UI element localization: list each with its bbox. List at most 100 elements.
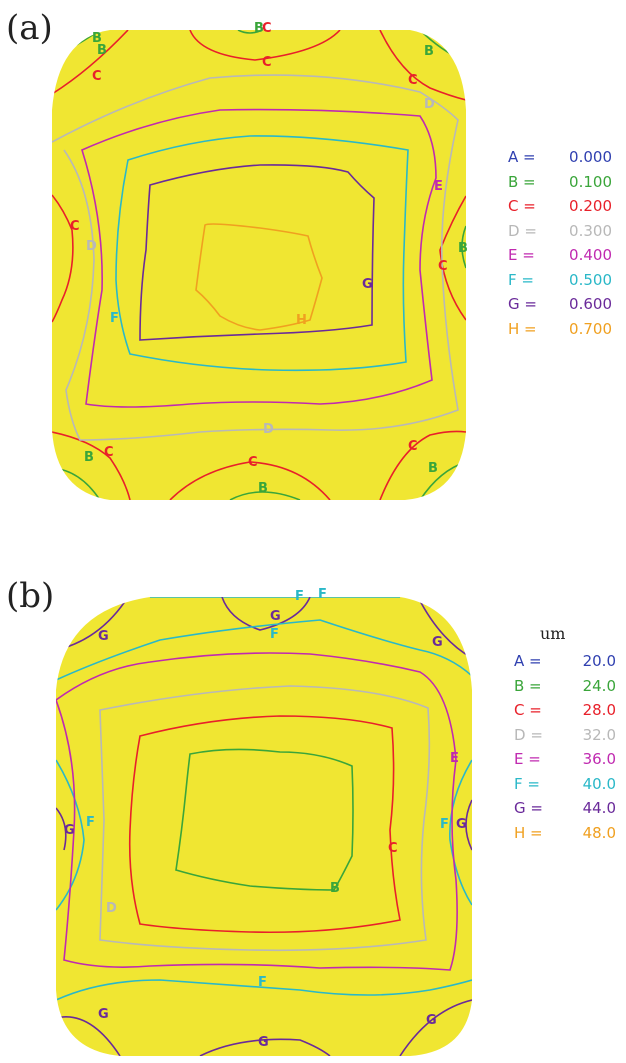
contour-g-b-bl: [56, 1016, 121, 1056]
contour-label-f: F: [86, 815, 95, 830]
contour-label-b: B: [458, 241, 468, 256]
legend-row-h: H = 0.700: [508, 320, 612, 345]
legend-row-d: D = 32.0: [514, 726, 616, 751]
contour-c-a-bottom: [169, 461, 331, 500]
contour-label-f: F: [258, 975, 267, 990]
legend-value: 48.0: [582, 823, 616, 842]
contour-label-g: G: [98, 1007, 109, 1022]
contour-map-a: B B B C B C C C D E C D C B G H F D C C …: [52, 21, 468, 500]
contour-g-b-top: [221, 597, 311, 631]
contour-label-f: F: [110, 311, 119, 326]
legend-value: 24.0: [582, 676, 616, 695]
domain-fill-b: [56, 597, 472, 1056]
contour-h-a: [195, 223, 323, 331]
contour-label-d: D: [106, 901, 117, 916]
legend-value: 0.200: [569, 197, 612, 215]
legend-row-a: A = 0.000: [508, 148, 612, 173]
legend-key: B =: [514, 676, 542, 695]
contour-label-b: B: [84, 450, 94, 465]
legend-value: 28.0: [582, 701, 616, 719]
contour-g-b-bottom: [199, 1038, 331, 1056]
legend-row-c: C = 0.200: [508, 197, 612, 222]
contour-b-a-bottom: [229, 491, 301, 500]
contour-label-b: B: [254, 21, 264, 36]
legend-key: D =: [508, 221, 537, 240]
contour-label-g: G: [426, 1013, 437, 1028]
contour-label-c: C: [438, 259, 448, 274]
contour-label-f: F: [440, 817, 449, 832]
contour-label-b: B: [258, 481, 268, 496]
legend-value: 40.0: [582, 774, 616, 793]
legend-key: D =: [514, 725, 543, 744]
legend-row-g: G = 44.0: [514, 799, 616, 824]
legend-key: G =: [508, 295, 537, 313]
legend-key: H =: [508, 319, 537, 338]
legend-value: 44.0: [582, 799, 616, 817]
contour-label-c: C: [388, 841, 398, 856]
contour-label-b: B: [97, 43, 107, 58]
panel-a-label: (a): [6, 8, 53, 48]
contour-b-b: [175, 748, 354, 891]
contour-c-a-tl: [52, 30, 129, 95]
contour-label-e: E: [450, 751, 459, 766]
contour-label-b: B: [92, 31, 102, 46]
legend-key: C =: [514, 701, 542, 719]
legend-key: E =: [514, 750, 541, 768]
legend-row-c: C = 28.0: [514, 701, 616, 726]
contour-label-g: G: [432, 635, 443, 650]
legend-value: 0.000: [569, 148, 612, 166]
legend-row-a: A = 20.0: [514, 652, 616, 677]
contour-label-c: C: [262, 21, 272, 36]
legend-value: 32.0: [582, 725, 616, 744]
contour-label-e: E: [434, 179, 443, 194]
contour-label-f: F: [270, 627, 279, 642]
legend-row-h: H = 48.0: [514, 824, 616, 849]
contour-label-c: C: [408, 73, 418, 88]
contour-label-g: G: [98, 629, 109, 644]
legend-row-f: F = 40.0: [514, 775, 616, 800]
legend-row-d: D = 0.300: [508, 222, 612, 247]
legend-row-g: G = 0.600: [508, 295, 612, 320]
legend-key: A =: [514, 652, 542, 670]
contour-g-b-left: [56, 807, 67, 851]
contour-c-a-tr: [379, 30, 466, 101]
contour-c-a-bl: [52, 431, 131, 500]
contour-g-b-br: [399, 999, 472, 1056]
contour-c-b: [128, 715, 401, 934]
contour-d-b: [99, 685, 431, 952]
panel-b-label: (b): [6, 576, 55, 616]
contour-c-a-top: [189, 30, 341, 61]
legend-key: G =: [514, 799, 543, 817]
legend-key: C =: [508, 197, 536, 215]
legend-a: A = 0.000 B = 0.100 C = 0.200 D = 0.300 E = 0…: [508, 148, 612, 344]
contour-g-b-right: [465, 799, 472, 851]
legend-row-b: B = 24.0: [514, 677, 616, 702]
contour-label-g: G: [362, 277, 373, 292]
contour-label-d: D: [86, 239, 97, 254]
legend-b-unit: um: [540, 624, 566, 643]
contour-label-g: G: [270, 609, 281, 624]
contour-label-c: C: [70, 219, 80, 234]
contour-label-d: D: [263, 422, 274, 437]
legend-key: H =: [514, 823, 543, 842]
contour-label-f: F: [318, 587, 327, 602]
legend-key: F =: [514, 774, 540, 793]
legend-value: 36.0: [582, 750, 616, 768]
contour-label-g: G: [64, 823, 75, 838]
contour-label-b: B: [428, 461, 438, 476]
contour-label-d: D: [424, 97, 435, 112]
legend-value: 0.700: [569, 319, 612, 338]
legend-key: E =: [508, 246, 535, 264]
contour-c-a-left: [52, 194, 74, 323]
contour-d-a: [52, 74, 459, 441]
contour-label-c: C: [92, 69, 102, 84]
contour-b-a-top: [237, 30, 263, 34]
legend-value: 0.500: [569, 270, 612, 289]
contour-c-a-right: [439, 195, 466, 321]
legend-row-e: E = 0.400: [508, 246, 612, 271]
contour-label-b: B: [330, 881, 340, 896]
legend-key: F =: [508, 270, 534, 289]
contour-label-c: C: [262, 55, 272, 70]
legend-value: 0.300: [569, 221, 612, 240]
